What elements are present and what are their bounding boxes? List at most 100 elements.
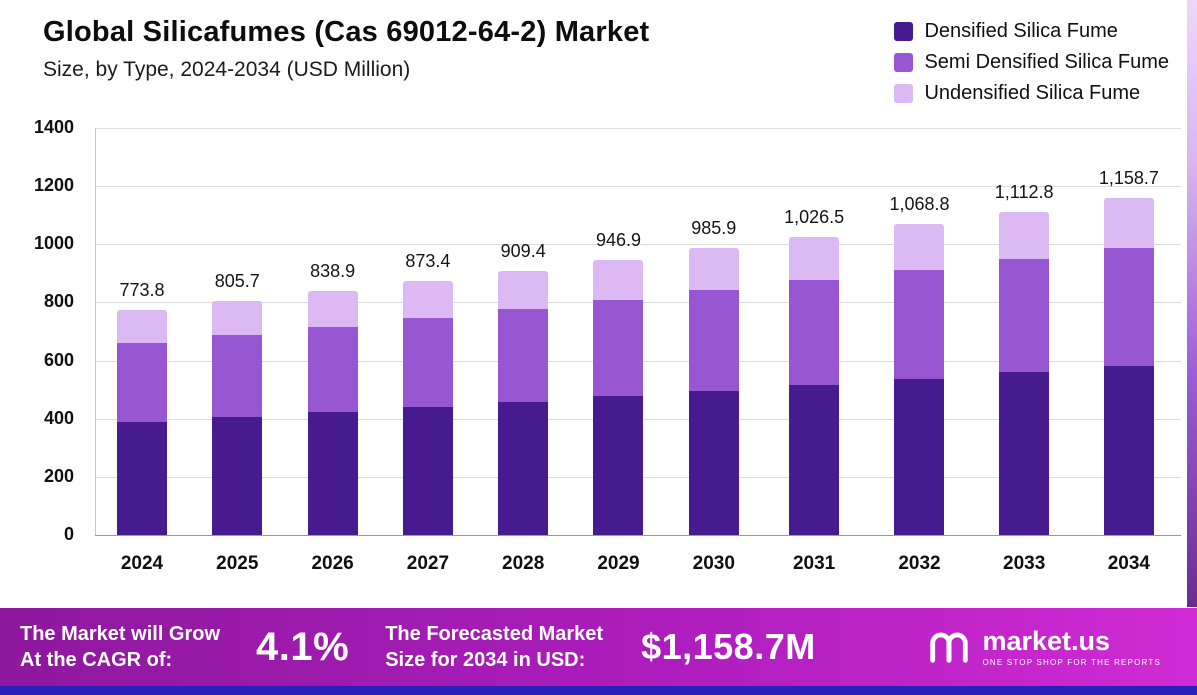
legend-swatch-semi-densified-silica-fume (894, 53, 914, 72)
stacked-bar-2034 (1103, 198, 1154, 535)
segment-densified-silica-fume-2034 (1103, 365, 1154, 535)
footer-banner: The Market will Grow At the CAGR of: 4.1… (0, 608, 1197, 686)
bar-group-2025: 805.7 2025 (212, 128, 263, 574)
segment-undensified-silica-fume-2026 (307, 291, 358, 327)
stacked-bar-chart: 773.8 2024 805.7 2025 838.9 2026 873.4 2027 909.… (33, 117, 1181, 574)
legend-item-undensified-silica-fume: Undensified Silica Fume (894, 82, 1169, 105)
cagr-caption: The Market will Grow At the CAGR of: (20, 621, 220, 674)
segment-undensified-silica-fume-2029 (593, 259, 644, 300)
segment-densified-silica-fume-2026 (307, 412, 358, 535)
forecast-value: $1,158.7M (641, 626, 816, 667)
bar-group-2027: 873.4 2027 (402, 128, 453, 574)
segment-semi-densified-silica-fume-2027 (402, 318, 453, 408)
bar-total-label-2031: 1,026.5 (784, 206, 845, 227)
segment-undensified-silica-fume-2028 (498, 270, 549, 310)
y-tick-label-400: 400 (43, 407, 74, 428)
legend-item-densified-silica-fume: Densified Silica Fume (894, 20, 1169, 43)
bar-group-2031: 1,026.5 2031 (784, 128, 845, 574)
segment-undensified-silica-fume-2032 (894, 224, 945, 270)
bars-container: 773.8 2024 805.7 2025 838.9 2026 873.4 2027 909.… (95, 128, 1181, 574)
x-axis-label-2033: 2033 (1003, 553, 1046, 574)
marketus-logo-icon (926, 622, 972, 673)
segment-semi-densified-silica-fume-2031 (789, 280, 840, 385)
segment-semi-densified-silica-fume-2032 (894, 269, 945, 379)
brand-text: market.us ONE STOP SHOP FOR THE REPORTS (982, 627, 1161, 667)
segment-undensified-silica-fume-2024 (117, 310, 167, 343)
gridline-1000 (95, 244, 1181, 246)
bar-group-2024: 773.8 2024 (117, 128, 167, 574)
stacked-bar-2033 (999, 211, 1050, 535)
legend-swatch-densified-silica-fume (894, 22, 914, 41)
y-axis-line (95, 128, 96, 535)
x-axis-label-2034: 2034 (1107, 553, 1150, 574)
stacked-bar-2029 (593, 259, 644, 535)
x-axis-label-2031: 2031 (792, 553, 836, 574)
stacked-bar-2025 (212, 300, 263, 535)
segment-densified-silica-fume-2029 (593, 396, 644, 535)
x-axis-label-2026: 2026 (311, 553, 354, 574)
segment-densified-silica-fume-2027 (402, 407, 453, 535)
bar-group-2030: 985.9 2030 (688, 128, 739, 574)
x-axis-label-2029: 2029 (597, 553, 640, 574)
x-axis-label-2032: 2032 (898, 553, 941, 574)
bar-total-label-2027: 873.4 (405, 251, 451, 272)
segment-densified-silica-fume-2028 (498, 401, 549, 535)
y-tick-label-1000: 1000 (33, 233, 74, 254)
segment-semi-densified-silica-fume-2033 (999, 258, 1050, 373)
legend-label-undensified-silica-fume: Undensified Silica Fume (924, 82, 1141, 104)
legend-label-densified-silica-fume: Densified Silica Fume (924, 20, 1118, 42)
bar-group-2029: 946.9 2029 (593, 128, 644, 574)
marketus-brand: market.us ONE STOP SHOP FOR THE REPORTS (926, 622, 1161, 673)
segment-undensified-silica-fume-2031 (789, 236, 840, 281)
bar-total-label-2033: 1,112.8 (994, 181, 1054, 202)
bar-group-2033: 1,112.8 2033 (994, 128, 1054, 574)
segment-semi-densified-silica-fume-2028 (498, 309, 549, 402)
bar-group-2034: 1,158.7 2034 (1098, 128, 1159, 574)
x-axis-label-2025: 2025 (216, 553, 259, 574)
segment-densified-silica-fume-2030 (688, 390, 739, 535)
chart-legend: Densified Silica Fume Semi Densified Sili… (894, 20, 1169, 105)
plot-area: 773.8 2024 805.7 2025 838.9 2026 873.4 2027 909.… (95, 128, 1181, 574)
x-axis-label-2030: 2030 (692, 553, 735, 574)
bar-group-2032: 1,068.8 2032 (889, 128, 950, 574)
segment-semi-densified-silica-fume-2024 (117, 342, 167, 422)
bar-total-label-2032: 1,068.8 (889, 194, 950, 215)
page-subtitle: Size, by Type, 2024-2034 (USD Million) (43, 58, 411, 81)
y-tick-label-0: 0 (63, 524, 74, 544)
segment-densified-silica-fume-2024 (117, 421, 167, 535)
forecast-caption: The Forecasted Market Size for 2034 in U… (385, 621, 603, 674)
stacked-bar-2030 (688, 248, 739, 535)
bar-total-label-2024: 773.8 (119, 280, 165, 301)
stacked-bar-2031 (789, 236, 840, 535)
x-axis-label-2027: 2027 (406, 553, 450, 574)
segment-semi-densified-silica-fume-2026 (307, 326, 358, 412)
legend-item-semi-densified-silica-fume: Semi Densified Silica Fume (894, 51, 1169, 74)
stacked-bar-2028 (498, 270, 549, 535)
segment-undensified-silica-fume-2033 (999, 211, 1050, 259)
segment-densified-silica-fume-2033 (999, 372, 1050, 535)
stacked-bar-2024 (117, 310, 167, 535)
segment-semi-densified-silica-fume-2029 (593, 299, 644, 397)
bar-total-label-2034: 1,158.7 (1098, 168, 1159, 189)
bar-total-label-2029: 946.9 (595, 229, 641, 250)
cagr-caption-line1: The Market will Grow (20, 622, 221, 645)
bar-total-label-2025: 805.7 (214, 270, 260, 291)
y-tick-label-1200: 1200 (33, 175, 74, 196)
stacked-bar-2026 (307, 291, 358, 535)
decorative-right-strip (1187, 0, 1197, 607)
segment-semi-densified-silica-fume-2025 (212, 334, 263, 417)
segment-densified-silica-fume-2032 (894, 378, 945, 535)
cagr-value: 4.1% (256, 624, 350, 669)
y-tick-label-600: 600 (43, 349, 74, 370)
x-axis-label-2024: 2024 (120, 553, 164, 574)
gridline-0 (95, 535, 1181, 536)
stacked-bar-2027 (402, 281, 453, 535)
segment-densified-silica-fume-2031 (789, 384, 840, 535)
x-axis-label-2028: 2028 (502, 553, 545, 574)
y-tick-label-800: 800 (43, 291, 74, 312)
gridline-1200 (95, 186, 1181, 188)
segment-semi-densified-silica-fume-2034 (1103, 247, 1154, 366)
bar-total-label-2028: 909.4 (500, 240, 546, 261)
forecast-caption-line2: Size for 2034 in USD: (385, 649, 586, 671)
